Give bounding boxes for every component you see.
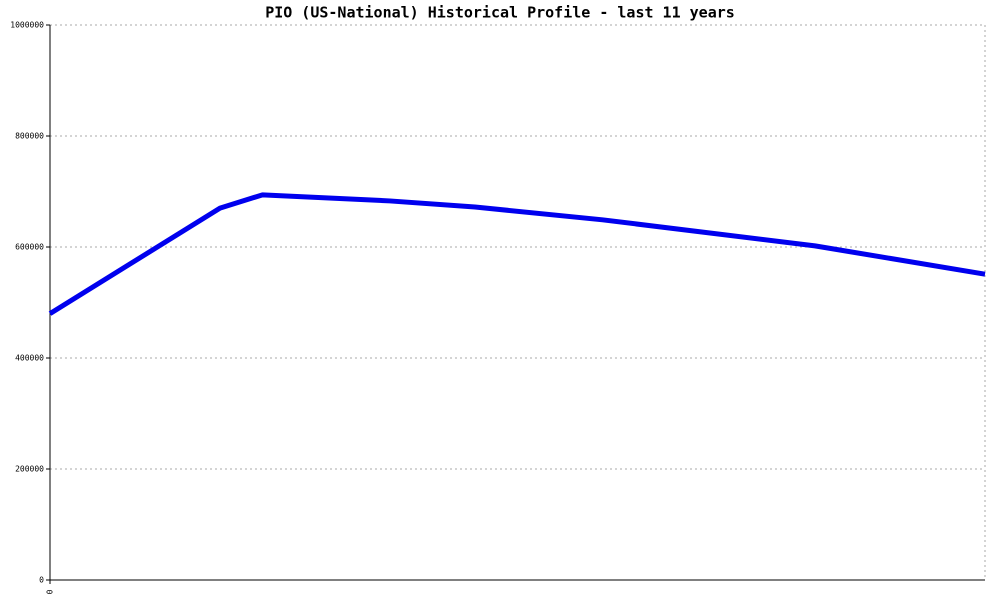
chart-title: PIO (US-National) Historical Profile - l… <box>265 4 735 22</box>
x-tick-label: 0 <box>46 589 55 594</box>
y-tick-label: 600000 <box>15 243 44 252</box>
y-tick-label: 0 <box>39 576 44 585</box>
y-tick-label: 400000 <box>15 354 44 363</box>
y-tick-label: 800000 <box>15 132 44 141</box>
line-series <box>48 192 986 316</box>
y-tick-label: 200000 <box>15 465 44 474</box>
y-tick-label: 1000000 <box>10 21 44 30</box>
